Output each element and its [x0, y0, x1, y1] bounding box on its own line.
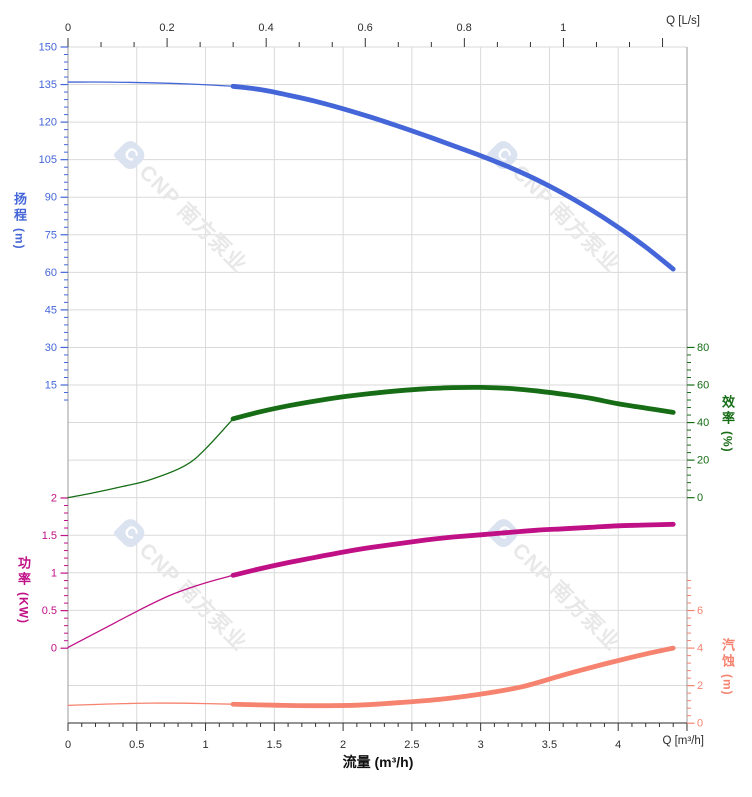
npsh-axis-tick-label: 6 [697, 605, 703, 617]
head-axis-title: 扬程 (m) [11, 192, 27, 250]
npsh-axis-title-text: 汽蚀 [719, 638, 735, 670]
npsh-axis-tick-label: 2 [697, 680, 703, 692]
head-axis-tick-label: 15 [45, 380, 57, 392]
bottom-axis-tick-label: 2.5 [404, 739, 419, 751]
bottom-axis-tick-label: 0.5 [129, 739, 144, 751]
top-axis-tick-label: 0.6 [357, 22, 372, 34]
bottom-axis-tick-label: 0 [65, 739, 71, 751]
efficiency-axis-tick-label: 60 [697, 380, 709, 392]
bottom-axis-tick-label: 3.5 [542, 739, 557, 751]
power-curve-thick [230, 521, 676, 578]
bottom-axis-tick-label: 3 [478, 739, 484, 751]
npsh-curve-thick [230, 645, 676, 709]
power-axis-tick-label: 0 [51, 643, 57, 655]
top-axis-tick-label: 0.4 [258, 22, 273, 34]
efficiency-curve-thin [67, 418, 234, 499]
efficiency-axis-title-text: 效率 [719, 395, 735, 427]
bottom-axis-tick-label: 1.5 [267, 739, 282, 751]
power-curve-thin [67, 574, 234, 649]
efficiency-axis-tick-label: 40 [697, 417, 709, 429]
x-axis-title: 流量 (m³/h) [342, 754, 414, 770]
efficiency-axis-title: 效率 (%) [719, 395, 735, 453]
head-curve-thin [67, 81, 234, 87]
head-axis-tick-label: 90 [45, 192, 57, 204]
top-axis-title: Q [L/s] [666, 15, 700, 27]
npsh-axis-title: 汽蚀 (m) [719, 638, 735, 696]
efficiency-axis-unit: (%) [720, 431, 735, 453]
npsh-axis-tick-label: 0 [697, 718, 703, 730]
top-axis-tick-label: 0.2 [159, 22, 174, 34]
top-axis-tick-label: 0.8 [456, 22, 471, 34]
head-axis-tick-label: 30 [45, 342, 57, 354]
head-axis-tick-label: 135 [39, 79, 57, 91]
head-axis-unit: (m) [12, 228, 27, 250]
top-axis-tick-label: 1 [560, 22, 566, 34]
head-axis-tick-label: 105 [39, 154, 57, 166]
power-axis-tick-label: 1 [51, 568, 57, 580]
head-curve-thick [230, 83, 676, 272]
head-axis-tick-label: 120 [39, 117, 57, 129]
npsh-axis-tick-label: 4 [697, 643, 703, 655]
head-axis-tick-label: 45 [45, 304, 57, 316]
head-axis-title-text: 扬程 [11, 192, 27, 224]
power-axis-tick-label: 2 [51, 492, 57, 504]
power-axis-unit: (KW) [16, 592, 31, 624]
bottom-axis-tick-label: 1 [202, 739, 208, 751]
top-axis-tick-label: 0 [65, 22, 71, 34]
npsh-curve-thin [67, 702, 234, 707]
power-axis-title-text: 功率 [15, 556, 31, 588]
efficiency-axis-tick-label: 0 [697, 492, 703, 504]
head-axis-tick-label: 75 [45, 229, 57, 241]
efficiency-axis-tick-label: 20 [697, 455, 709, 467]
head-axis-tick-label: 60 [45, 267, 57, 279]
head-axis-tick-label: 150 [39, 42, 57, 54]
bottom-axis-tick-label: 4 [615, 739, 621, 751]
npsh-axis-unit: (m) [720, 674, 735, 696]
efficiency-curve-thick [230, 384, 676, 422]
efficiency-axis-tick-label: 80 [697, 342, 709, 354]
power-axis-tick-label: 1.5 [42, 530, 57, 542]
power-axis-title: 功率 (KW) [15, 556, 31, 624]
bottom-axis-tick-label: 2 [340, 739, 346, 751]
bottom-axis-corner-label: Q [m³/h] [662, 735, 704, 747]
power-axis-tick-label: 0.5 [42, 605, 57, 617]
